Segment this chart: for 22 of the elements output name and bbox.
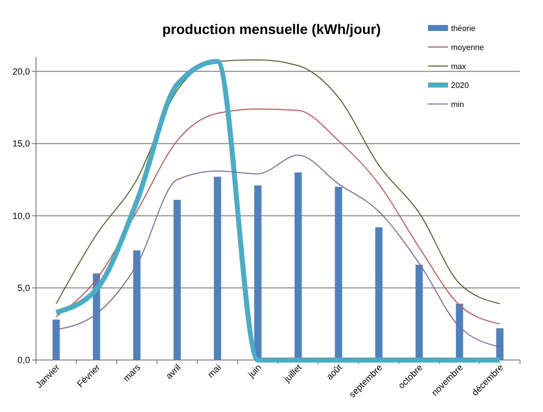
- legend-label: max: [451, 62, 466, 71]
- bar: [496, 328, 504, 360]
- bar: [254, 185, 262, 360]
- bar: [174, 200, 181, 360]
- legend-label: 2020: [451, 80, 470, 90]
- x-tick-label: juin: [246, 362, 264, 380]
- line-series: [56, 108, 500, 324]
- y-tick-label: 10,0: [12, 210, 30, 221]
- bar: [133, 250, 140, 360]
- x-tick-label: mai: [206, 362, 223, 380]
- y-tick-label: 0,0: [17, 355, 30, 366]
- y-tick-label: 20,0: [12, 66, 30, 77]
- y-tick-label: 5,0: [17, 283, 30, 294]
- chart-title: production mensuelle (kWh/jour): [162, 21, 381, 37]
- legend-label: théorie: [451, 24, 476, 33]
- legend-label: min: [451, 100, 464, 109]
- y-tick-label: 15,0: [12, 138, 30, 149]
- line-series: [56, 154, 500, 348]
- bar: [52, 320, 60, 360]
- bar: [214, 176, 222, 360]
- legend-label: moyenne: [451, 42, 484, 52]
- line-series: [56, 59, 500, 304]
